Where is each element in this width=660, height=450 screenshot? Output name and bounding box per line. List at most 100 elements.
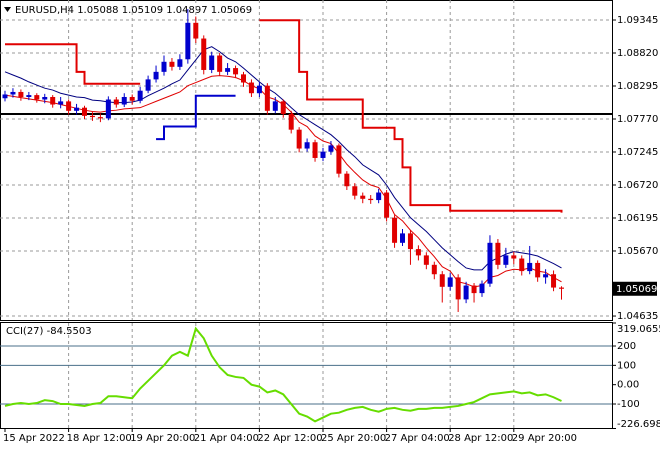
candle-body [296, 129, 302, 149]
x-tick-label: 27 Apr 04:00 [385, 433, 450, 444]
candle-body [407, 233, 413, 250]
candle-body [74, 107, 80, 111]
candle-body [113, 99, 119, 105]
candle-body [463, 285, 469, 300]
y-tick-label: 1.07770 [617, 114, 658, 125]
candle-body [256, 85, 262, 94]
cci-line [4, 326, 562, 423]
candle-body [201, 38, 207, 70]
candle-body [551, 274, 557, 288]
candle-body [392, 217, 398, 243]
y-tick-label: -100 [617, 399, 640, 410]
candle-body [431, 264, 437, 275]
candle-body [447, 277, 453, 287]
candle-body [535, 262, 541, 278]
candle-body [105, 99, 111, 119]
candle-body [169, 61, 175, 67]
x-tick-label: 29 Apr 20:00 [512, 433, 577, 444]
candle-body [368, 198, 374, 201]
y-tick-label: 1.09345 [617, 15, 658, 26]
x-tick-label: 22 Apr 12:00 [257, 433, 322, 444]
candle-body [217, 55, 223, 72]
candle-body [352, 186, 358, 196]
candle-body [185, 22, 191, 60]
candle-body [10, 91, 16, 95]
x-tick-label: 19 Apr 20:00 [130, 433, 195, 444]
candle-body [479, 283, 485, 294]
candle-body [161, 61, 167, 72]
y-tick-label: 1.04635 [617, 311, 658, 322]
y-tick-label: 1.06720 [617, 180, 658, 191]
candle-body [344, 173, 350, 187]
price-tag-label: 1.05069 [616, 284, 657, 295]
x-tick-label: 18 Apr 12:00 [67, 433, 132, 444]
step-line [5, 19, 563, 213]
candle-body [89, 115, 95, 118]
menu-icon[interactable] [4, 7, 11, 12]
candle-body [415, 249, 421, 256]
candle-body [280, 101, 286, 114]
candle-body [519, 258, 525, 272]
candle-body [527, 262, 533, 272]
candle-body [225, 68, 231, 72]
chart-title: EURUSD,H4 1.05088 1.05109 1.04897 1.0506… [15, 5, 252, 16]
candle-body [26, 95, 32, 97]
x-tick-label: 28 Apr 12:00 [448, 433, 513, 444]
y-tick-label: -226.6982 [617, 419, 660, 430]
y-tick-label: 1.07245 [617, 147, 658, 158]
candle-body [18, 91, 24, 97]
step-line [156, 94, 236, 141]
candle-body [34, 95, 40, 100]
price-tag [613, 281, 657, 296]
candle-body [439, 274, 445, 287]
candle-body [328, 145, 334, 152]
candle-body [543, 274, 549, 278]
candle-body [304, 142, 310, 149]
price-panel [0, 0, 613, 321]
candle-body [511, 255, 517, 259]
cci-panel [0, 322, 613, 429]
candle-body [209, 55, 215, 70]
y-tick-label: 1.06195 [617, 213, 658, 224]
x-tick-label: 21 Apr 04:00 [194, 433, 259, 444]
candle-body [288, 113, 294, 130]
candle-body [97, 117, 103, 119]
candle-body [455, 277, 461, 300]
candle-body [50, 96, 56, 105]
y-tick-label: 1.05670 [617, 246, 658, 257]
candle-body [503, 255, 509, 265]
candle-body [233, 68, 239, 75]
candle-body [264, 85, 270, 111]
x-tick-label: 15 Apr 2022 [3, 433, 65, 444]
candle-body [2, 94, 8, 99]
candle-body [376, 192, 382, 201]
candle-body [129, 96, 135, 101]
candle-body [66, 101, 72, 111]
candle-body [384, 192, 390, 218]
y-tick-label: 100 [617, 360, 636, 371]
y-tick-label: 0.00 [617, 380, 639, 391]
candle-body [248, 82, 254, 94]
y-tick-label: 1.08820 [617, 48, 658, 59]
candle-body [82, 107, 87, 116]
candle-body [137, 90, 143, 101]
candle-body [471, 285, 477, 294]
candle-body [153, 71, 159, 80]
candle-body [193, 22, 199, 39]
candle-body [559, 287, 564, 289]
candle-body [145, 79, 151, 91]
y-tick-label: 200 [617, 341, 636, 352]
candle-body [121, 96, 127, 105]
candle-body [241, 74, 246, 83]
candle-body [320, 151, 326, 158]
candle-body [495, 242, 501, 265]
cci-title: CCI(27) -84.5503 [6, 326, 92, 337]
candle-body [58, 101, 64, 105]
y-tick-label: 319.0655 [617, 324, 660, 335]
candle-body [312, 142, 318, 158]
candle-body [42, 96, 48, 100]
candle-body [336, 145, 342, 174]
x-tick-label: 25 Apr 20:00 [321, 433, 386, 444]
